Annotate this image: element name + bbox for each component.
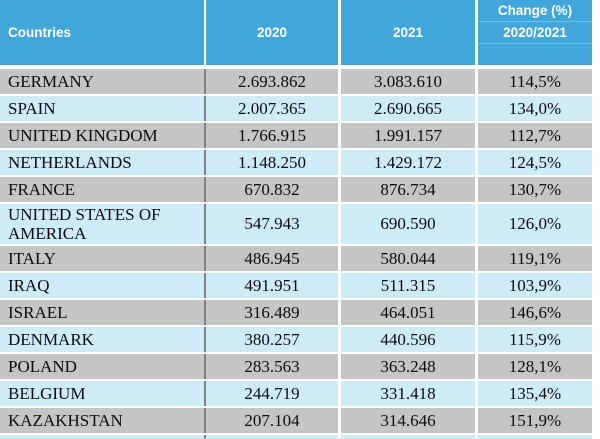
table-row: NETHERLANDS 1.148.250 1.429.172 124,5% (0, 150, 600, 175)
table-row: SPAIN 2.007.365 2.690.665 134,0% (0, 96, 600, 121)
header-change-empty (478, 44, 592, 65)
country-cell: BELGIUM (0, 381, 206, 406)
change-cell: 146,6% (478, 300, 592, 325)
value-2020-cell: 486.945 (206, 246, 341, 271)
table-row: IRAQ 491.951 511.315 103,9% (0, 273, 600, 298)
change-cell (478, 435, 592, 439)
value-2021-cell: 314.646 (341, 408, 478, 433)
change-cell: 130,7% (478, 177, 592, 202)
header-change-divider (478, 43, 592, 44)
value-2020-cell: 547.943 (206, 204, 341, 244)
change-cell: 103,9% (478, 273, 592, 298)
table-body: GERMANY 2.693.862 3.083.610 114,5% SPAIN… (0, 69, 600, 439)
change-cell: 151,9% (478, 408, 592, 433)
value-2021-cell: 580.044 (341, 246, 478, 271)
header-countries: Countries (0, 0, 206, 65)
table-row: GERMANY 2.693.862 3.083.610 114,5% (0, 69, 600, 94)
country-cell: KAZAKHSTAN (0, 408, 206, 433)
table-row: DENMARK 380.257 440.596 115,9% (0, 327, 600, 352)
country-cell: DENMARK (0, 327, 206, 352)
change-cell: 115,9% (478, 327, 592, 352)
value-2020-cell: 2.007.365 (206, 96, 341, 121)
value-2021-cell: 876.734 (341, 177, 478, 202)
table-row: ISRAEL 316.489 464.051 146,6% (0, 300, 600, 325)
country-cell: ITALY (0, 246, 206, 271)
country-cell: SPAIN (0, 96, 206, 121)
header-2020: 2020 (206, 0, 341, 65)
value-2021-cell: 363.248 (341, 354, 478, 379)
country-cell: UNITED KINGDOM (0, 123, 206, 148)
value-2020-cell: 283.563 (206, 354, 341, 379)
change-cell: 135,4% (478, 381, 592, 406)
value-2021-cell: 464.051 (341, 300, 478, 325)
value-2020-cell: 670.832 (206, 177, 341, 202)
change-cell: 124,5% (478, 150, 592, 175)
change-cell: 119,1% (478, 246, 592, 271)
value-2020-cell: 1.766.915 (206, 123, 341, 148)
table-row: UNITED KINGDOM 1.766.915 1.991.157 112,7… (0, 123, 600, 148)
value-2021-cell: 690.590 (341, 204, 478, 244)
value-2021-cell: 440.596 (341, 327, 478, 352)
change-cell: 112,7% (478, 123, 592, 148)
table-row: UNITED STATES OF AMERICA 547.943 690.590… (0, 204, 600, 244)
value-2020-cell (206, 435, 341, 439)
country-cell: POLAND (0, 354, 206, 379)
table-header: Countries 2020 2021 Change (%) 2020/2021 (0, 0, 600, 65)
header-change-label: Change (%) (497, 3, 573, 18)
value-2020-cell: 491.951 (206, 273, 341, 298)
value-2021-cell: 1.991.157 (341, 123, 478, 148)
country-cell (0, 435, 206, 439)
value-2020-cell: 207.104 (206, 408, 341, 433)
table-row: BELGIUM 244.719 331.418 135,4% (0, 381, 600, 406)
value-2021-cell: 331.418 (341, 381, 478, 406)
value-2020-cell: 380.257 (206, 327, 341, 352)
table-row: ITALY 486.945 580.044 119,1% (0, 246, 600, 271)
header-change-years: 2020/2021 (503, 25, 567, 40)
table-row: FRANCE 670.832 876.734 130,7% (0, 177, 600, 202)
country-cell: IRAQ (0, 273, 206, 298)
table-row: POLAND 283.563 363.248 128,1% (0, 354, 600, 379)
change-cell: 128,1% (478, 354, 592, 379)
country-cell: ISRAEL (0, 300, 206, 325)
header-change-divider (478, 21, 592, 22)
table-row (0, 435, 600, 439)
header-change: Change (%) 2020/2021 (478, 0, 592, 65)
value-2020-cell: 1.148.250 (206, 150, 341, 175)
header-2021: 2021 (341, 0, 478, 65)
value-2020-cell: 244.719 (206, 381, 341, 406)
value-2021-cell: 2.690.665 (341, 96, 478, 121)
country-cell: GERMANY (0, 69, 206, 94)
value-2021-cell: 3.083.610 (341, 69, 478, 94)
value-2021-cell: 511.315 (341, 273, 478, 298)
country-cell: FRANCE (0, 177, 206, 202)
change-cell: 126,0% (478, 204, 592, 244)
value-2020-cell: 316.489 (206, 300, 341, 325)
value-2021-cell: 1.429.172 (341, 150, 478, 175)
country-cell: UNITED STATES OF AMERICA (0, 204, 206, 244)
table-row: KAZAKHSTAN 207.104 314.646 151,9% (0, 408, 600, 433)
change-cell: 114,5% (478, 69, 592, 94)
country-cell: NETHERLANDS (0, 150, 206, 175)
value-2020-cell: 2.693.862 (206, 69, 341, 94)
value-2021-cell (341, 435, 478, 439)
change-cell: 134,0% (478, 96, 592, 121)
